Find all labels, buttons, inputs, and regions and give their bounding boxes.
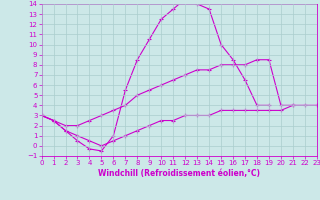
X-axis label: Windchill (Refroidissement éolien,°C): Windchill (Refroidissement éolien,°C) [98,169,260,178]
